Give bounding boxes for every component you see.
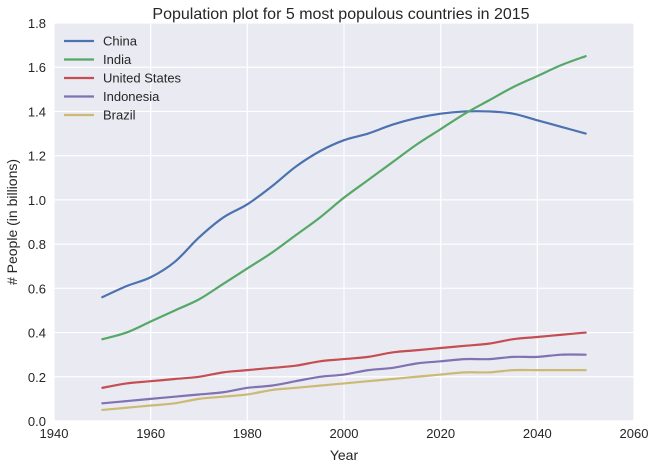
x-tick-label: 2060	[620, 426, 649, 441]
series-line-india	[101, 55, 587, 341]
series-line-indonesia	[101, 353, 587, 405]
legend-label-brazil: Brazil	[103, 108, 136, 123]
x-tick-label: 2040	[523, 426, 552, 441]
y-tick-label: 1.8	[28, 16, 46, 31]
legend-label-united-states: United States	[103, 71, 182, 86]
y-tick-label: 1.6	[28, 60, 46, 75]
horizontal-gridlines	[54, 22, 634, 422]
series-line-brazil	[101, 368, 587, 412]
y-tick-label: 1.4	[28, 104, 46, 119]
y-tick-label: 0.8	[28, 237, 46, 252]
y-tick-label: 0.6	[28, 281, 46, 296]
legend-label-india: India	[103, 52, 132, 67]
y-tick-label: 0.0	[28, 414, 46, 429]
y-axis-label: # People (in billions)	[4, 159, 20, 285]
x-axis-label: Year	[330, 447, 359, 463]
x-tick-label: 1940	[40, 426, 69, 441]
y-tick-label: 0.4	[28, 326, 46, 341]
y-tick-label: 1.0	[28, 193, 46, 208]
vertical-gridlines	[53, 23, 635, 421]
y-tick-label: 1.2	[28, 149, 46, 164]
x-tick-label: 1980	[233, 426, 262, 441]
x-tick-label: 1960	[136, 426, 165, 441]
legend-label-china: China	[103, 34, 138, 49]
x-tick-labels: 1940 1960 1980 2000 2020 2040 2060	[40, 426, 649, 441]
legend-label-indonesia: Indonesia	[103, 89, 160, 104]
legend: China India United States Indonesia Brazil	[64, 34, 182, 123]
y-tick-label: 0.2	[28, 370, 46, 385]
y-tick-labels: 0.0 0.2 0.4 0.6 0.8 1.0 1.2 1.4 1.6 1.8	[28, 16, 46, 429]
series-lines	[101, 55, 587, 412]
x-tick-label: 2020	[426, 426, 455, 441]
chart-title: Population plot for 5 most populous coun…	[152, 6, 529, 23]
series-line-china	[101, 110, 587, 299]
series-line-united-states	[101, 331, 587, 389]
x-tick-label: 2000	[330, 426, 359, 441]
